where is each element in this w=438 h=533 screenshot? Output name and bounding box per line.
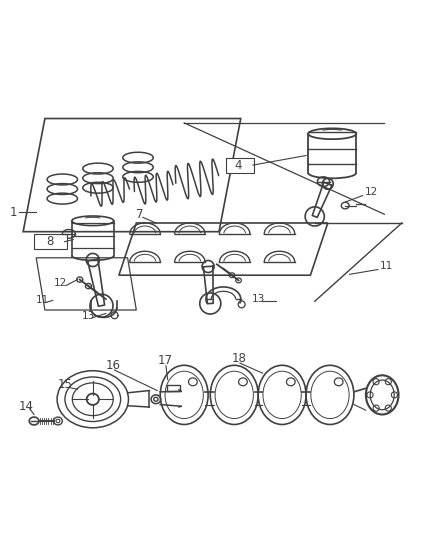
- Text: 14: 14: [19, 400, 34, 413]
- Text: 15: 15: [58, 378, 73, 391]
- Text: 4: 4: [235, 159, 242, 172]
- FancyBboxPatch shape: [226, 158, 254, 173]
- FancyBboxPatch shape: [34, 234, 67, 249]
- Text: 13: 13: [252, 294, 265, 304]
- Text: 16: 16: [106, 359, 121, 372]
- Text: 7: 7: [136, 208, 144, 221]
- Text: 11: 11: [36, 295, 49, 305]
- Text: 11: 11: [380, 261, 393, 271]
- Text: 13: 13: [82, 311, 95, 321]
- Text: 8: 8: [46, 235, 54, 248]
- Text: 12: 12: [53, 278, 67, 288]
- Text: 1: 1: [10, 206, 18, 219]
- FancyBboxPatch shape: [167, 385, 180, 391]
- Text: 17: 17: [158, 354, 173, 367]
- Text: 12: 12: [365, 187, 378, 197]
- Text: 18: 18: [232, 352, 247, 365]
